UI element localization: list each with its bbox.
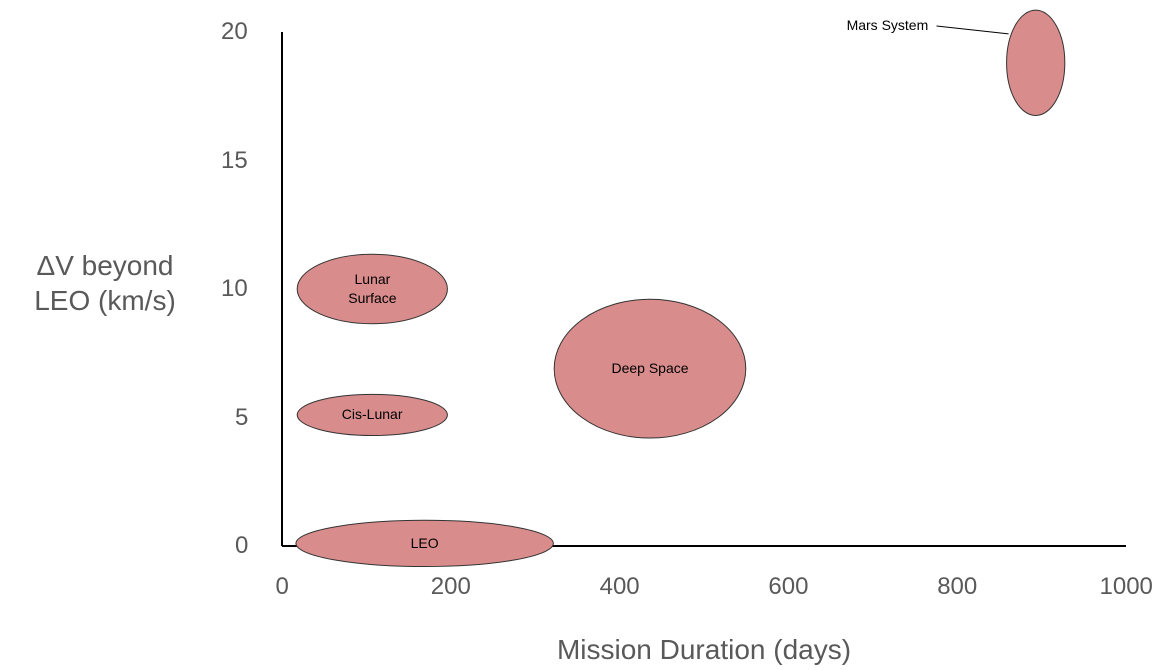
y-axis-label: ΔV beyond LEO (km/s) — [34, 250, 176, 316]
y-tick-label: 10 — [221, 275, 248, 302]
region — [1006, 9, 1066, 117]
x-tick-label: 800 — [937, 573, 978, 600]
x-tick-label: 400 — [599, 573, 640, 600]
region-label: Deep Space — [611, 360, 689, 377]
x-tick-label: 1000 — [1099, 573, 1153, 600]
leader-line — [936, 25, 1009, 35]
y-tick-label: 20 — [221, 18, 248, 45]
y-tick-label: 0 — [235, 532, 249, 559]
region — [296, 253, 448, 325]
region — [296, 393, 448, 436]
x-tick-label: 600 — [768, 573, 809, 600]
y-tick-label: 5 — [235, 403, 249, 431]
y-tick-label: 15 — [221, 146, 248, 174]
region-label: Mars System — [846, 17, 929, 34]
region-label: Lunar Surface — [348, 271, 397, 306]
region-label: Cis-Lunar — [341, 406, 403, 423]
x-tick-label: 200 — [430, 573, 471, 600]
region — [553, 298, 747, 439]
region — [295, 519, 554, 568]
x-tick-label: 0 — [275, 573, 289, 600]
region-label: LEO — [410, 534, 439, 551]
x-axis-label: Mission Duration (days) — [556, 634, 852, 665]
